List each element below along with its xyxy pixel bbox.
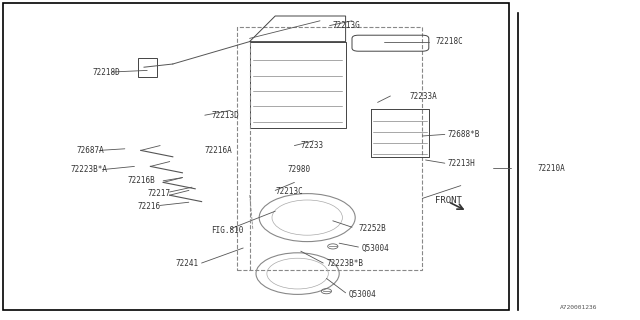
Text: 72223B*A: 72223B*A [70,165,108,174]
Text: 72218D: 72218D [93,68,120,76]
Text: 72210A: 72210A [538,164,565,172]
Text: 72218C: 72218C [435,37,463,46]
Text: 72233A: 72233A [410,92,437,100]
Text: Q53004: Q53004 [349,290,376,299]
Text: 72233: 72233 [301,141,324,150]
Text: 72980: 72980 [288,165,311,174]
Text: 72217: 72217 [147,189,170,198]
Text: A720001236: A720001236 [560,305,598,310]
Text: 72213H: 72213H [448,159,476,168]
Text: FRONT: FRONT [435,196,462,204]
Text: 72216A: 72216A [205,146,232,155]
Bar [3,3,509,310]
Text: Q53004: Q53004 [362,244,389,252]
Text: 72241: 72241 [176,260,199,268]
Text: 72687A: 72687A [77,146,104,155]
Bar [138,58,157,77]
Text: 72213D: 72213D [211,111,239,120]
Text: 72688*B: 72688*B [448,130,481,139]
Bar [237,27,422,270]
Text: 72216B: 72216B [128,176,156,185]
Text: 72216: 72216 [138,202,161,211]
Text: 72213C: 72213C [275,188,303,196]
Text: FIG.810: FIG.810 [211,226,244,235]
Text: 72252B: 72252B [358,224,386,233]
Text: 72223B*B: 72223B*B [326,260,364,268]
Text: 72213G: 72213G [333,21,360,30]
